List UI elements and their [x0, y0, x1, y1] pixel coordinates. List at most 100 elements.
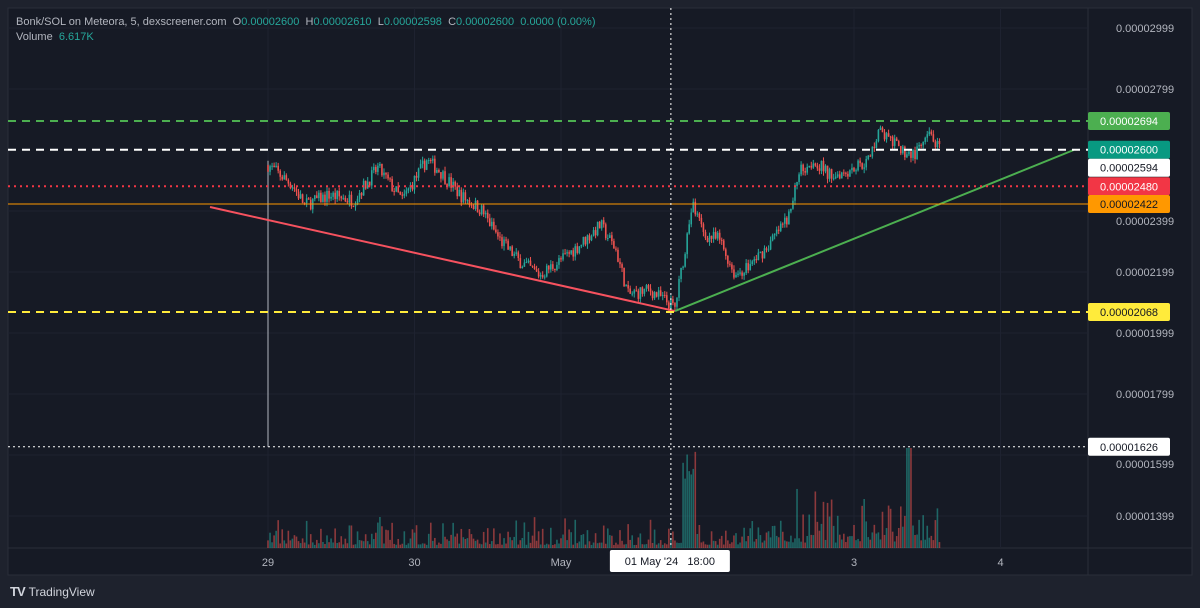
candle-body — [855, 170, 857, 172]
candle-body — [887, 133, 890, 137]
candle-body — [336, 191, 338, 199]
candle-body — [493, 221, 495, 230]
volume-bar — [328, 542, 330, 548]
volume-bar — [920, 540, 922, 548]
candle-body — [651, 291, 654, 299]
volume-bar — [739, 542, 741, 548]
candle-body — [436, 170, 438, 173]
candle-body — [578, 246, 581, 253]
volume-bar — [387, 530, 389, 548]
volume-bar — [796, 488, 798, 548]
candle-body — [822, 160, 825, 172]
volume-bar — [798, 538, 800, 548]
volume-bar — [450, 534, 452, 548]
volume-bar — [838, 534, 841, 548]
candle-body — [566, 252, 568, 254]
volume-bar — [745, 541, 747, 548]
candle-body — [511, 246, 513, 256]
candle-body — [751, 261, 754, 265]
candle-body — [324, 194, 326, 202]
candle-body — [606, 238, 609, 240]
volume-bar — [682, 462, 684, 548]
candle-body — [881, 127, 884, 133]
volume-bar — [684, 478, 686, 548]
candle-body — [344, 197, 347, 202]
candle-body — [279, 170, 282, 177]
volume-label: Volume — [16, 31, 53, 43]
volume-bar — [765, 532, 768, 548]
candle-body — [908, 151, 910, 155]
candle-body — [320, 192, 322, 203]
volume-bar — [285, 543, 288, 548]
volume-bar — [733, 535, 735, 548]
candle-body — [678, 278, 680, 298]
volume-bar — [419, 544, 422, 548]
volume-bar — [755, 539, 758, 548]
volume-bar — [344, 538, 347, 548]
tradingview-logo[interactable]: TV TradingView — [10, 584, 95, 599]
volume-bar — [767, 531, 770, 548]
trend-line — [209, 206, 676, 313]
volume-bar — [474, 540, 477, 548]
candle-body — [470, 204, 473, 206]
volume-bar — [409, 538, 412, 548]
candle-body — [845, 172, 847, 174]
candle-body — [932, 134, 935, 142]
y-tick-label: 0.00001399 — [1116, 511, 1174, 523]
candle-body — [716, 232, 719, 239]
candle-body — [775, 229, 778, 234]
candle-body — [830, 169, 833, 179]
volume-bar — [692, 468, 695, 548]
candle-body — [342, 197, 345, 199]
volume-bar — [688, 471, 690, 548]
volume-bar — [794, 538, 796, 548]
volume-bar — [521, 537, 524, 548]
volume-bar — [438, 542, 440, 548]
volume-bar — [914, 535, 916, 548]
candle-body — [609, 235, 611, 239]
candle-body — [692, 201, 695, 213]
volume-bar — [792, 542, 794, 548]
volume-bar — [912, 525, 914, 548]
volume-bar — [324, 544, 326, 548]
candle-body — [639, 287, 642, 299]
candle-body — [849, 170, 851, 177]
candle-body — [507, 240, 509, 250]
volume-bar — [289, 540, 292, 548]
candle-body — [853, 167, 855, 172]
candle-body — [533, 266, 536, 270]
candle-body — [865, 158, 868, 168]
candle-body — [729, 263, 731, 265]
candle-body — [680, 267, 682, 279]
candle-body — [834, 176, 837, 179]
candle-body — [499, 236, 501, 238]
candle-body — [753, 259, 756, 262]
candle-body — [313, 195, 316, 200]
volume-bar — [460, 528, 463, 548]
crosshair-price-badge — [1088, 437, 1170, 456]
candle-body — [370, 170, 373, 186]
volume-bar — [930, 535, 933, 548]
volume-bar — [484, 542, 487, 548]
candle-body — [267, 164, 269, 172]
volume-bar — [415, 525, 418, 548]
candle-body — [340, 196, 343, 199]
volume-bar — [491, 541, 493, 548]
candle-body — [527, 260, 530, 263]
candle-body — [454, 181, 456, 187]
volume-bar — [458, 543, 461, 548]
candle-body — [735, 274, 737, 278]
candle-body — [684, 254, 686, 267]
candle-body — [885, 133, 888, 140]
price-label-badge — [1088, 194, 1170, 213]
volume-bar — [822, 501, 825, 548]
y-tick-label: 0.00001599 — [1116, 459, 1174, 471]
candle-body — [417, 168, 420, 178]
x-tick-label: 4 — [997, 557, 1003, 569]
candle-body — [806, 166, 809, 173]
candle-body — [460, 189, 463, 203]
volume-bar — [452, 522, 454, 548]
candle-body — [820, 160, 823, 171]
candle-body — [535, 269, 538, 272]
